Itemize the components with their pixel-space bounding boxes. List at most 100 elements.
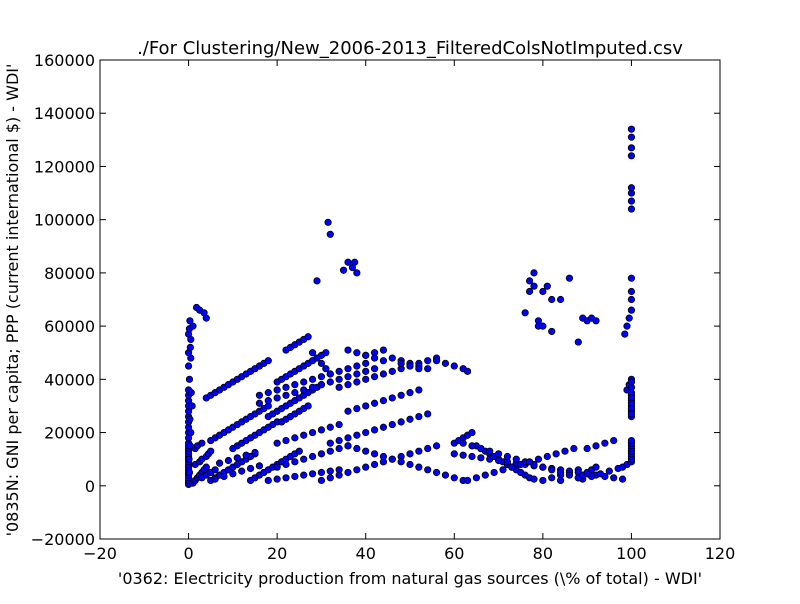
data-point	[291, 381, 299, 389]
data-point	[186, 415, 194, 423]
data-point	[432, 357, 441, 365]
data-point	[362, 375, 370, 383]
data-point	[388, 455, 396, 463]
y-tick-label: 60000	[44, 317, 95, 336]
data-point	[273, 386, 281, 394]
data-point	[627, 287, 636, 296]
data-point	[556, 468, 565, 477]
data-point	[264, 397, 272, 405]
data-point	[291, 458, 299, 466]
data-point	[627, 378, 636, 386]
data-point	[508, 463, 516, 471]
data-point	[308, 349, 317, 357]
data-point	[627, 152, 636, 160]
data-point	[317, 373, 326, 381]
data-point	[459, 439, 467, 447]
data-point	[344, 373, 352, 381]
data-point	[353, 370, 361, 378]
chart-title: ./For Clustering/New_2006-2013_FilteredC…	[137, 38, 683, 59]
data-point	[370, 365, 379, 373]
data-point	[335, 367, 343, 375]
data-point	[397, 458, 405, 466]
data-point	[304, 402, 312, 410]
data-point	[459, 451, 467, 459]
data-point	[592, 317, 600, 325]
data-point	[326, 230, 334, 238]
data-point	[326, 378, 334, 386]
data-point	[362, 359, 370, 367]
data-points	[184, 125, 636, 489]
data-point	[322, 349, 330, 357]
data-point	[211, 466, 219, 474]
data-point	[618, 475, 627, 483]
data-point	[202, 463, 210, 471]
data-point	[583, 444, 591, 453]
data-point	[539, 463, 547, 471]
data-point	[574, 338, 582, 346]
data-point	[370, 399, 379, 407]
data-point	[229, 470, 237, 478]
data-point	[308, 470, 317, 478]
data-point	[561, 447, 569, 455]
data-point	[627, 205, 636, 213]
x-tick-label: 120	[705, 544, 736, 563]
data-point	[353, 269, 361, 277]
data-point	[308, 428, 317, 437]
y-tick-label: 20000	[44, 424, 95, 443]
data-point	[424, 444, 432, 453]
data-point	[224, 456, 233, 465]
data-point	[187, 428, 195, 437]
data-point	[326, 370, 334, 378]
data-point	[530, 282, 538, 290]
data-point	[424, 410, 432, 418]
data-point	[415, 412, 423, 421]
data-point	[185, 375, 194, 383]
x-tick-label: 20	[267, 544, 287, 563]
data-point	[264, 476, 272, 485]
data-point	[517, 460, 525, 469]
data-point	[317, 359, 326, 367]
data-point	[379, 397, 388, 405]
data-point	[481, 471, 489, 479]
data-point	[344, 381, 352, 389]
x-tick-label: 80	[533, 544, 553, 563]
data-point	[406, 362, 414, 370]
data-point	[255, 391, 264, 399]
data-point	[521, 309, 529, 317]
data-point	[424, 365, 432, 373]
data-point	[610, 436, 618, 445]
data-point	[406, 415, 414, 423]
x-tick-label: 100	[616, 544, 647, 563]
data-point	[415, 447, 423, 455]
data-point	[503, 452, 512, 461]
data-point	[353, 378, 361, 386]
data-point	[379, 370, 388, 378]
data-point	[625, 314, 633, 322]
data-point	[344, 442, 352, 450]
data-point	[432, 442, 441, 450]
data-point	[326, 474, 334, 482]
data-point	[335, 444, 343, 453]
data-point	[415, 365, 423, 373]
data-point	[273, 463, 281, 471]
data-point	[187, 354, 195, 362]
y-tick-label: 160000	[34, 51, 95, 70]
data-point	[556, 295, 565, 304]
data-point	[406, 389, 414, 397]
data-point	[490, 468, 498, 477]
data-point	[565, 471, 574, 479]
data-point	[450, 474, 458, 482]
data-point	[211, 475, 219, 483]
data-point	[351, 258, 359, 266]
data-point	[477, 444, 485, 453]
data-point	[627, 436, 636, 445]
data-point	[207, 447, 215, 455]
data-point	[397, 391, 405, 399]
data-point	[424, 466, 432, 474]
data-point	[468, 442, 476, 450]
data-point	[264, 357, 272, 365]
data-point	[353, 405, 361, 413]
data-point	[362, 402, 370, 410]
data-point	[556, 476, 565, 485]
data-point	[601, 439, 609, 447]
